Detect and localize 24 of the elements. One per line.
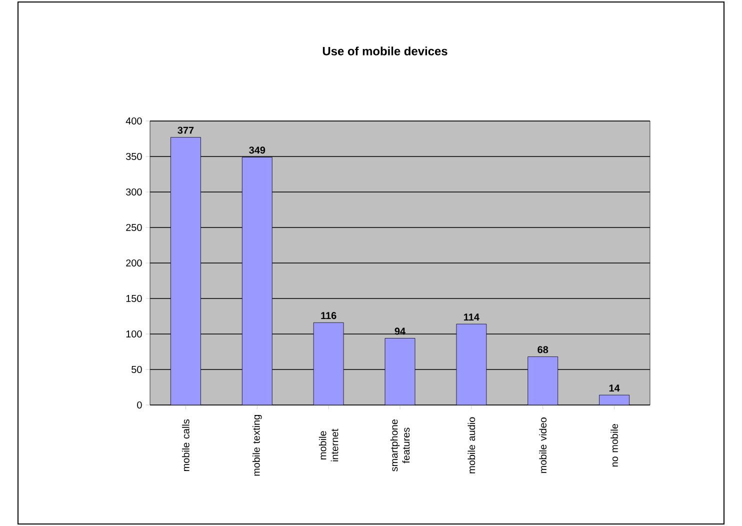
y-tick-label: 200 xyxy=(126,259,142,267)
x-tick-label: mobile texting xyxy=(252,414,262,476)
x-tick-label: smartphone features xyxy=(390,420,410,472)
x-tick-label: mobile calls xyxy=(182,419,190,471)
y-tick-label: 0 xyxy=(137,401,142,409)
chart-title: Use of mobile devices xyxy=(322,46,448,56)
y-tick-label: 300 xyxy=(126,188,142,196)
y-tick-label: 50 xyxy=(132,366,142,374)
data-label: 114 xyxy=(464,314,480,321)
data-label: 14 xyxy=(609,384,620,392)
y-tick-label: 100 xyxy=(126,330,142,338)
y-tick-label: 250 xyxy=(126,224,142,232)
x-tick-label: mobile video xyxy=(539,418,547,473)
y-tick-label: 150 xyxy=(126,294,142,302)
x-tick-label: mobile internet xyxy=(318,428,338,462)
data-label: 68 xyxy=(538,346,548,354)
data-label: 377 xyxy=(178,126,194,134)
x-tick-label: mobile audio xyxy=(468,417,476,474)
y-tick-label: 400 xyxy=(126,117,142,125)
data-label: 116 xyxy=(321,312,336,320)
data-label: 94 xyxy=(394,328,406,335)
data-label: 349 xyxy=(249,146,266,154)
y-tick-label: 350 xyxy=(126,152,142,160)
x-tick-label: no mobile xyxy=(610,424,618,467)
